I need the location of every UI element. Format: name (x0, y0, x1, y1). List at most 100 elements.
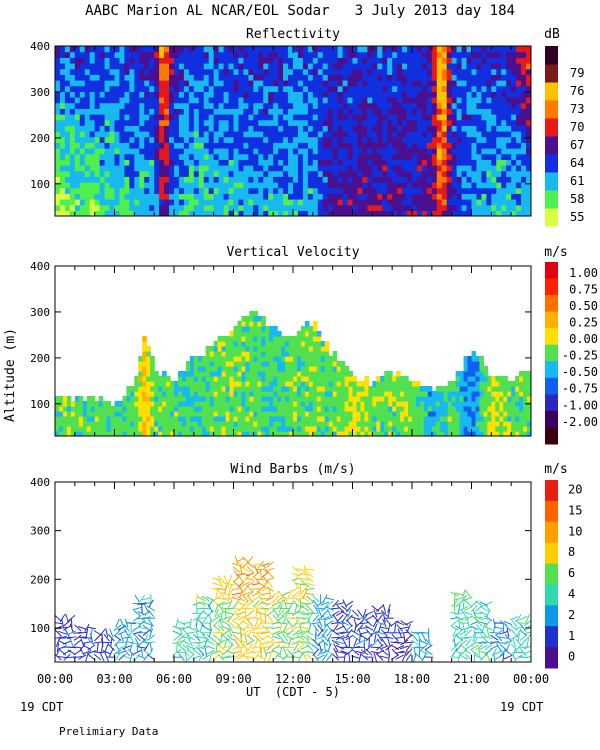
reflectivity-cell (377, 193, 383, 200)
reflectivity-cell (89, 114, 96, 121)
reflectivity-cell (64, 142, 71, 149)
reflectivity-cell (342, 51, 349, 58)
reflectivity-cell (471, 199, 478, 206)
reflectivity-cell (506, 46, 512, 53)
reflectivity-cell (278, 108, 284, 115)
velocity-cell (209, 406, 215, 412)
reflectivity-cell (511, 74, 517, 81)
velocity-cell (257, 391, 262, 397)
velocity-cell (435, 431, 441, 436)
wind-barb (231, 597, 241, 601)
reflectivity-cell (342, 102, 349, 109)
velocity-cell (154, 406, 159, 412)
reflectivity-cell (312, 131, 319, 138)
velocity-cell (241, 401, 246, 407)
wind-barb (119, 618, 125, 628)
velocity-cell (483, 401, 488, 407)
wind-barb (192, 615, 201, 622)
velocity-cell (356, 421, 362, 427)
velocity-cell (170, 401, 175, 407)
reflectivity-cell (188, 46, 195, 53)
velocity-cell (507, 431, 512, 436)
reflectivity-cell (307, 176, 314, 183)
velocity-cell (293, 371, 298, 377)
reflectivity-cell (159, 131, 165, 138)
velocity-cell (483, 411, 488, 417)
velocity-cell (475, 361, 481, 367)
velocity-cell (217, 401, 223, 407)
velocity-cell (364, 386, 369, 392)
reflectivity-cell (521, 97, 527, 104)
velocity-cell (237, 431, 243, 436)
reflectivity-cell (218, 210, 225, 216)
velocity-cell (415, 421, 421, 427)
reflectivity-cell (159, 199, 165, 206)
reflectivity-cell (144, 119, 150, 126)
reflectivity-cell (258, 182, 264, 189)
velocity-cell (423, 411, 429, 417)
velocity-cell (162, 426, 167, 432)
velocity-cell (277, 371, 282, 377)
velocity-cell (396, 371, 401, 377)
velocity-cell (289, 421, 294, 427)
wind-barb (142, 620, 151, 626)
velocity-cell (261, 426, 266, 432)
reflectivity-cell (342, 119, 349, 126)
velocity-cell (396, 386, 401, 392)
reflectivity-cell (208, 114, 215, 121)
reflectivity-cell (154, 63, 160, 70)
reflectivity-cell (164, 182, 170, 189)
reflectivity-cell (511, 170, 517, 177)
velocity-cell (523, 431, 528, 436)
reflectivity-cell (154, 57, 160, 64)
velocity-cell (217, 391, 223, 397)
reflectivity-cell (84, 204, 91, 211)
velocity-cell (459, 421, 465, 427)
reflectivity-cell (94, 187, 101, 194)
velocity-cell (142, 401, 147, 407)
reflectivity-cell (104, 80, 111, 87)
reflectivity-cell (476, 210, 483, 216)
reflectivity-cell (144, 80, 150, 87)
velocity-cell (376, 411, 381, 417)
reflectivity-cell (188, 148, 195, 155)
reflectivity-cell (362, 125, 368, 132)
reflectivity-cell (372, 165, 378, 172)
wind-barb (148, 599, 154, 608)
reflectivity-cell (104, 187, 111, 194)
reflectivity-cell (218, 204, 225, 211)
wind-barb (233, 638, 240, 647)
reflectivity-cell (392, 153, 398, 160)
reflectivity-cell (302, 170, 309, 177)
reflectivity-cell (456, 91, 463, 98)
velocity-cell (197, 426, 203, 432)
reflectivity-cell (258, 63, 264, 70)
reflectivity-cell (129, 63, 135, 70)
velocity-cell (229, 391, 235, 397)
reflectivity-cell (278, 80, 284, 87)
reflectivity-cell (297, 80, 304, 87)
wind-barb (218, 579, 224, 589)
reflectivity-cell (446, 97, 453, 104)
velocity-cell (499, 386, 504, 392)
velocity-cell (118, 401, 124, 407)
reflectivity-cell (233, 125, 240, 132)
reflectivity-cell (253, 85, 259, 92)
velocity-cell (471, 361, 477, 367)
velocity-cell (487, 411, 492, 417)
velocity-cell (364, 376, 369, 382)
reflectivity-cell (208, 85, 215, 92)
reflectivity-cell (124, 63, 130, 70)
reflectivity-cell (89, 68, 96, 75)
reflectivity-cell (223, 165, 230, 172)
velocity-cell (229, 416, 235, 422)
reflectivity-cell (288, 210, 294, 216)
reflectivity-cell (144, 182, 150, 189)
reflectivity-cell (476, 85, 483, 92)
reflectivity-cell (134, 119, 140, 126)
velocity-cell (511, 401, 516, 407)
reflectivity-cell (511, 125, 517, 132)
reflectivity-cell (164, 193, 170, 200)
reflectivity-cell (218, 119, 225, 126)
reflectivity-cell (228, 97, 235, 104)
